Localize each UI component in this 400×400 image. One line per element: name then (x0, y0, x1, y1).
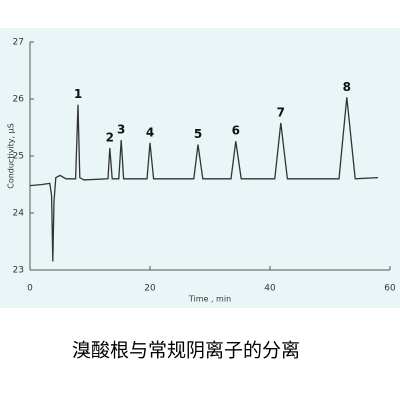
peak-label: 1 (74, 87, 82, 101)
y-tick-label: 23 (13, 266, 24, 276)
peak-label: 4 (146, 125, 154, 139)
y-tick-label: 26 (13, 95, 25, 105)
y-tick-label: 24 (13, 209, 25, 219)
plot-background (0, 28, 400, 308)
x-tick-label: 40 (264, 284, 276, 294)
x-axis-label: Time , min (188, 295, 231, 304)
x-tick-label: 0 (27, 284, 33, 294)
peak-label: 7 (277, 105, 285, 119)
peak-label: 2 (106, 131, 114, 145)
peak-label: 3 (117, 123, 125, 137)
trace (29, 97, 379, 262)
y-tick-label: 25 (13, 152, 24, 162)
y-tick-label: 27 (13, 38, 24, 48)
peak-label: 5 (194, 127, 202, 141)
y-axis-label: Conductivity, µS (7, 123, 16, 189)
peak-label: 6 (232, 124, 240, 138)
x-tick-label: 60 (384, 284, 396, 294)
peak-label: 8 (343, 80, 351, 94)
x-tick-label: 20 (144, 284, 156, 294)
caption: 溴酸根与常规阴离子的分离 (72, 340, 300, 362)
